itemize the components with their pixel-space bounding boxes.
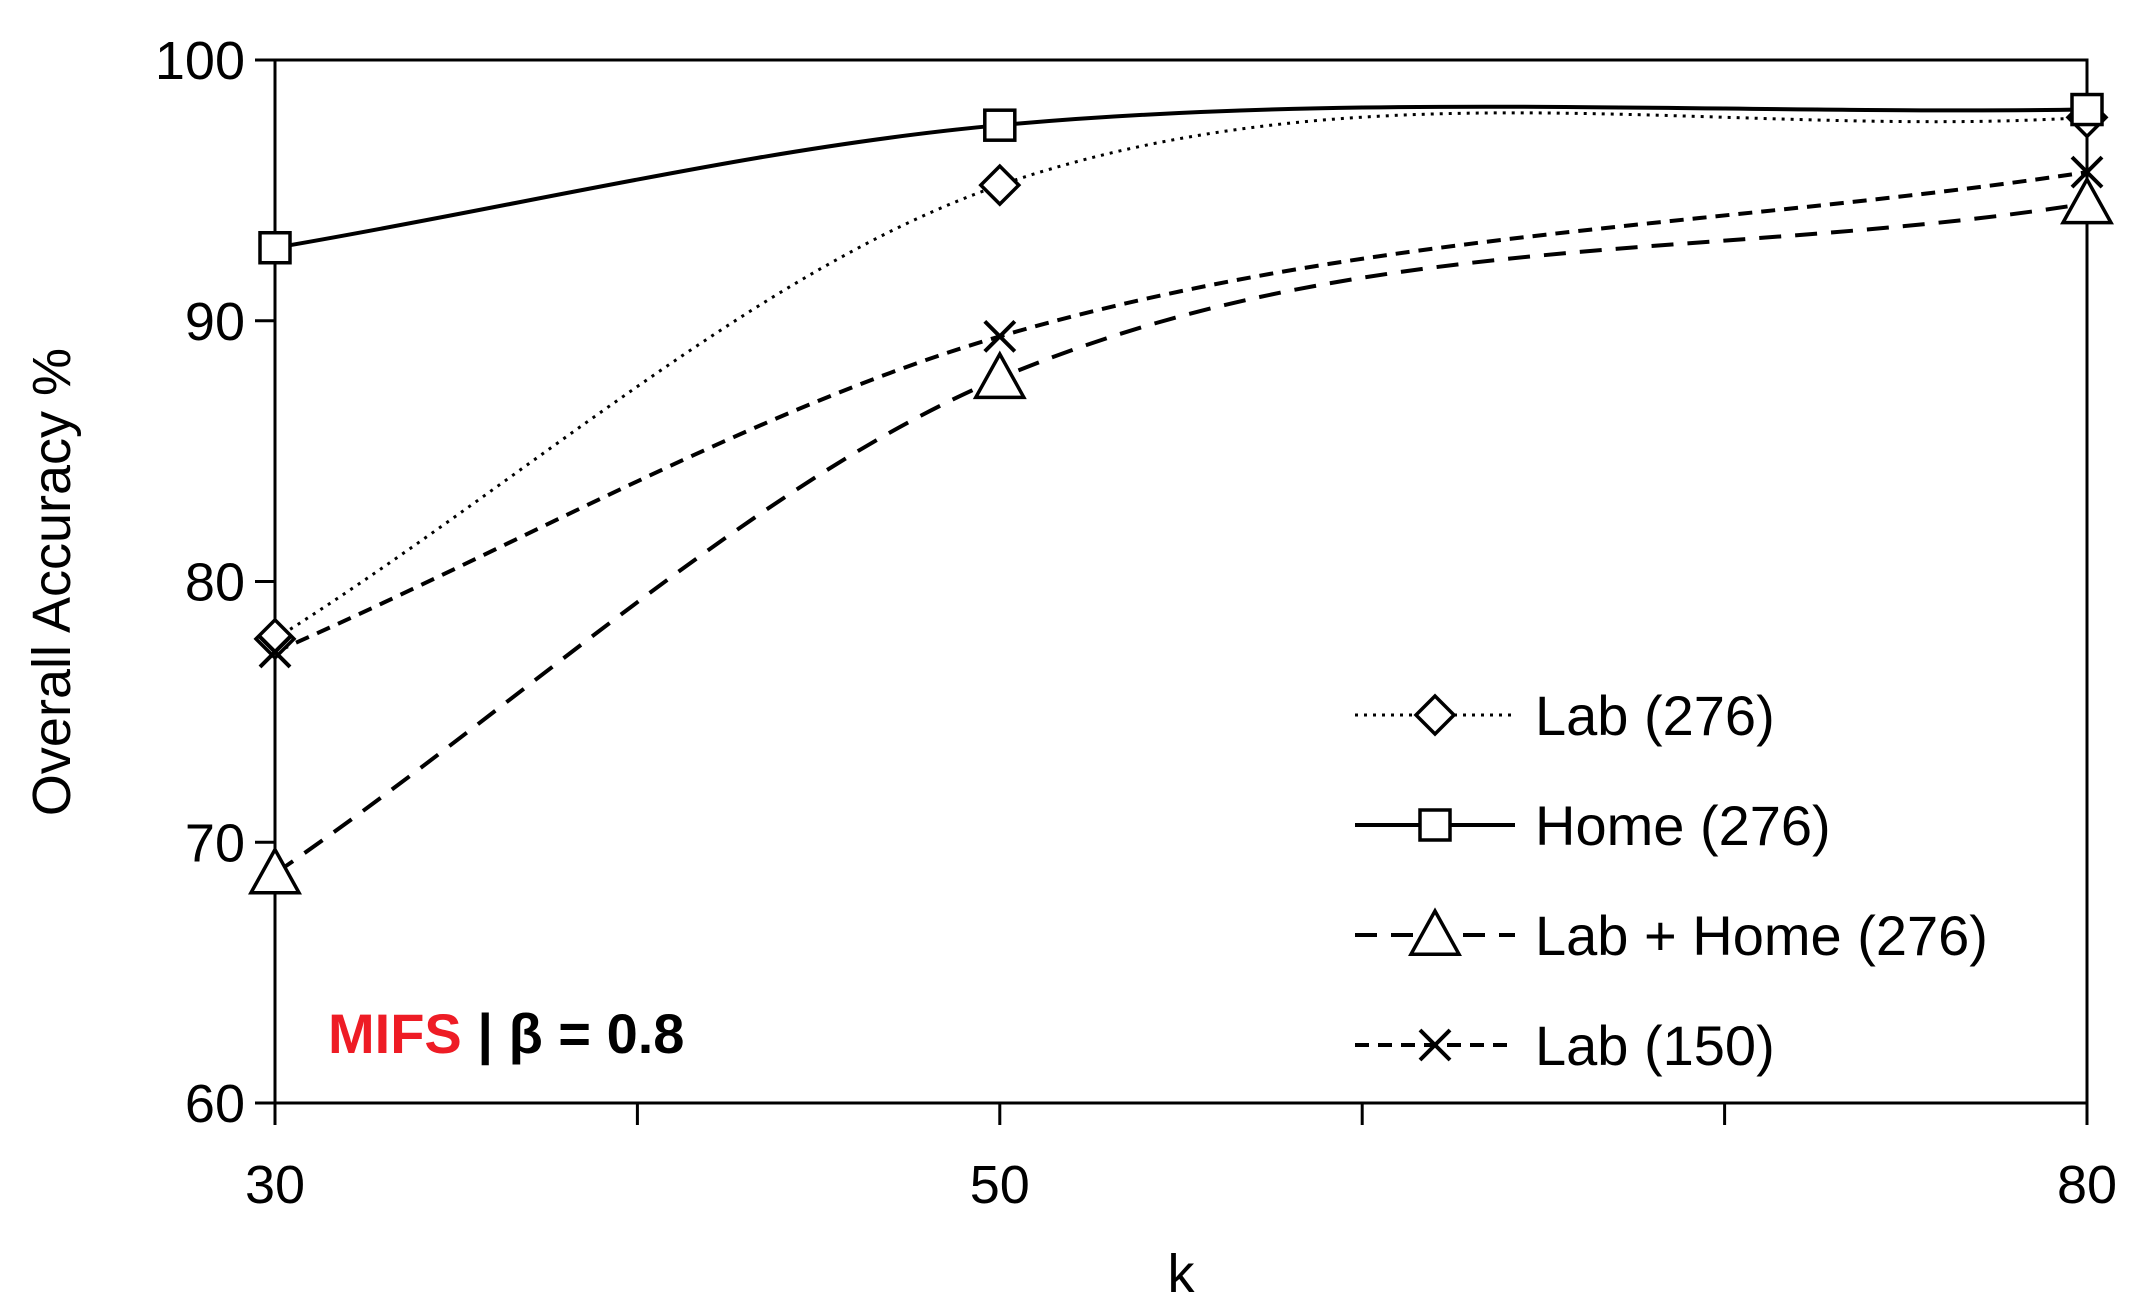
legend-marker-square	[1418, 808, 1452, 842]
x-tick-label: 50	[970, 1155, 1030, 1215]
x-axis-title: k	[1168, 1244, 1196, 1304]
data-point-x	[983, 319, 1017, 353]
data-point-triangle	[972, 350, 1027, 400]
x-tick-label: 30	[245, 1155, 305, 1215]
legend-marker-x	[1418, 1028, 1452, 1062]
series-line-0	[274, 111, 2088, 641]
legend-item: Lab + Home (276)	[1355, 904, 1988, 967]
y-tick-label: 100	[155, 31, 245, 91]
data-point-diamond	[253, 617, 297, 661]
legend-label: Lab + Home (276)	[1535, 904, 1988, 967]
y-axis-title: Overall Accuracy %	[22, 348, 82, 816]
data-point-triangle	[248, 845, 302, 895]
series-line-2	[273, 201, 2088, 876]
method-name: MIFS	[328, 1002, 462, 1065]
legend: Lab (276) Home (276) Lab + Home (276) Lab (…	[1355, 684, 1988, 1077]
data-point-square	[983, 108, 1017, 142]
data-point-square	[258, 230, 292, 265]
data-point-square	[2070, 92, 2104, 127]
legend-label: Home (276)	[1535, 794, 1831, 857]
x-marker-stroke	[2070, 155, 2104, 189]
legend-item: Lab (276)	[1355, 684, 1775, 747]
x-marker-stroke	[983, 319, 1017, 353]
y-tick-label: 90	[185, 292, 245, 352]
legend-item: Lab (150)	[1355, 1014, 1775, 1077]
y-tick-label: 80	[185, 553, 245, 613]
series-line-3	[274, 170, 2088, 654]
series-line-1	[274, 104, 2088, 250]
y-tick-label: 60	[185, 1074, 245, 1134]
x-marker-stroke	[258, 635, 292, 669]
y-ticks: 60 70 80 90 100	[155, 31, 275, 1134]
x-marker-stroke	[1418, 1028, 1452, 1062]
method-annotation: MIFS | β = 0.8	[328, 1002, 684, 1066]
annotation-separator: |	[462, 1002, 509, 1066]
beta-value: β = 0.8	[509, 1002, 685, 1065]
legend-item: Home (276)	[1355, 794, 1831, 857]
legend-label: Lab (276)	[1535, 684, 1775, 747]
data-point-x	[258, 635, 292, 669]
legend-label: Lab (150)	[1535, 1014, 1775, 1077]
legend-marker-diamond	[1413, 693, 1457, 737]
data-point-diamond	[978, 163, 1022, 207]
y-tick-label: 70	[185, 813, 245, 873]
data-point-x	[2070, 155, 2104, 189]
legend-marker-triangle	[1408, 907, 1462, 956]
data-point-triangle	[2060, 175, 2114, 225]
series-layer	[248, 92, 2114, 895]
x-ticks: 30 50 80	[245, 1103, 2117, 1215]
x-tick-label: 80	[2057, 1155, 2117, 1215]
